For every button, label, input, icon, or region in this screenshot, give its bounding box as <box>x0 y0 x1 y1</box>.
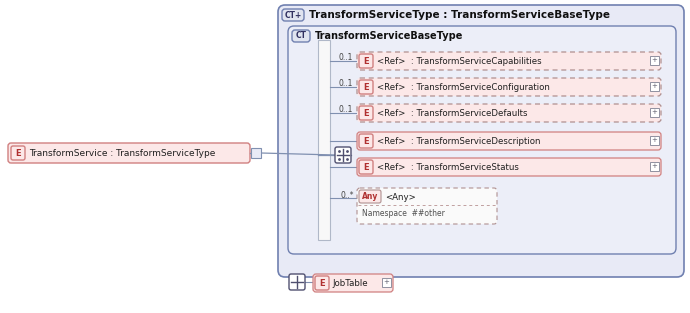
Text: TransformServiceType : TransformServiceBaseType: TransformServiceType : TransformServiceB… <box>309 10 610 20</box>
FancyBboxPatch shape <box>359 54 373 68</box>
Bar <box>318 40 330 240</box>
Text: Any: Any <box>362 192 378 201</box>
Bar <box>650 82 659 91</box>
Text: 0..1: 0..1 <box>339 79 353 88</box>
FancyBboxPatch shape <box>289 274 305 290</box>
FancyBboxPatch shape <box>278 5 684 277</box>
Text: 0..1: 0..1 <box>339 105 353 114</box>
Text: <Any>: <Any> <box>385 192 416 202</box>
Text: <Ref>  : TransformServiceDescription: <Ref> : TransformServiceDescription <box>377 136 540 146</box>
Text: +: + <box>651 58 658 64</box>
Text: E: E <box>363 162 369 172</box>
Text: 0..1: 0..1 <box>339 53 353 62</box>
Text: Namespace  ##other: Namespace ##other <box>362 209 445 218</box>
Text: <Ref>  : TransformServiceCapabilities: <Ref> : TransformServiceCapabilities <box>377 57 542 65</box>
Text: +: + <box>384 280 389 285</box>
FancyBboxPatch shape <box>357 104 661 122</box>
Text: CT+: CT+ <box>284 11 302 19</box>
FancyBboxPatch shape <box>357 158 661 176</box>
Bar <box>650 162 659 171</box>
FancyBboxPatch shape <box>282 9 304 21</box>
FancyBboxPatch shape <box>315 276 329 290</box>
Text: E: E <box>363 57 369 65</box>
Text: +: + <box>651 84 658 90</box>
Text: <Ref>  : TransformServiceStatus: <Ref> : TransformServiceStatus <box>377 162 519 172</box>
Bar <box>650 108 659 117</box>
Text: <Ref>  : TransformServiceDefaults: <Ref> : TransformServiceDefaults <box>377 109 527 117</box>
FancyBboxPatch shape <box>335 147 351 163</box>
Text: +: + <box>651 110 658 115</box>
Text: JobTable: JobTable <box>332 279 368 288</box>
FancyBboxPatch shape <box>359 134 373 148</box>
Text: E: E <box>15 148 21 157</box>
FancyBboxPatch shape <box>288 26 676 254</box>
Text: 0..*: 0..* <box>340 191 354 200</box>
Bar <box>251 148 261 158</box>
FancyBboxPatch shape <box>313 274 393 292</box>
FancyBboxPatch shape <box>359 160 373 174</box>
Text: E: E <box>363 109 369 117</box>
FancyBboxPatch shape <box>292 30 310 42</box>
Bar <box>382 278 391 287</box>
Text: CT: CT <box>295 32 306 40</box>
Text: <Ref>  : TransformServiceConfiguration: <Ref> : TransformServiceConfiguration <box>377 83 550 91</box>
Text: TransformService : TransformServiceType: TransformService : TransformServiceType <box>29 148 215 157</box>
FancyBboxPatch shape <box>11 146 25 160</box>
Text: E: E <box>363 136 369 146</box>
Text: E: E <box>319 279 325 288</box>
Text: E: E <box>363 83 369 91</box>
FancyBboxPatch shape <box>357 78 661 96</box>
FancyBboxPatch shape <box>359 190 381 203</box>
FancyBboxPatch shape <box>357 188 497 224</box>
FancyBboxPatch shape <box>357 132 661 150</box>
Text: TransformServiceBaseType: TransformServiceBaseType <box>315 31 464 41</box>
FancyBboxPatch shape <box>357 52 661 70</box>
Bar <box>650 136 659 145</box>
FancyBboxPatch shape <box>359 106 373 120</box>
Bar <box>650 56 659 65</box>
FancyBboxPatch shape <box>8 143 250 163</box>
FancyBboxPatch shape <box>359 80 373 94</box>
Text: +: + <box>651 163 658 170</box>
Text: +: + <box>651 137 658 143</box>
